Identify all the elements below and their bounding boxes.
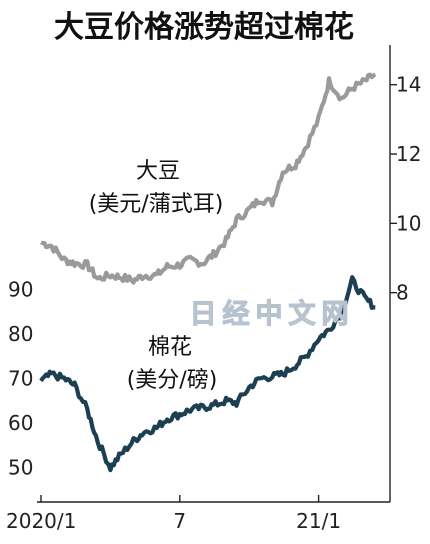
- soybean-unit-label: (美元/蒲式耳): [89, 192, 224, 217]
- right-y-ticks: 8 10 12 14: [390, 73, 421, 305]
- left-y-ticks: 50 60 70 80 90: [8, 278, 33, 480]
- left-y-tick-label: 80: [8, 322, 33, 346]
- left-y-tick-label: 60: [8, 411, 33, 435]
- right-y-tick-label: 10: [396, 211, 421, 235]
- watermark: 日经中文网: [190, 298, 355, 330]
- x-tick-label: 21/1: [296, 509, 341, 533]
- left-y-tick-label: 90: [8, 278, 33, 302]
- series-line-soybean: [40, 72, 377, 285]
- left-y-tick-label: 70: [8, 367, 33, 391]
- x-tick-label: 7: [173, 509, 186, 533]
- right-y-tick-label: 12: [396, 142, 421, 166]
- left-y-tick-label: 50: [8, 456, 33, 480]
- cotton-unit-label: (美分/磅): [127, 368, 218, 393]
- right-y-tick-label: 8: [396, 281, 409, 305]
- series-line-cotton: [39, 275, 376, 473]
- right-y-tick-label: 14: [396, 73, 421, 97]
- x-ticks: 2020/1 7 21/1: [6, 495, 341, 533]
- x-tick-label: 2020/1: [6, 509, 76, 533]
- soybean-series-label: 大豆: [136, 159, 180, 184]
- cotton-series-label: 棉花: [148, 335, 192, 360]
- chart-title: 大豆价格涨势超过棉花: [54, 10, 354, 45]
